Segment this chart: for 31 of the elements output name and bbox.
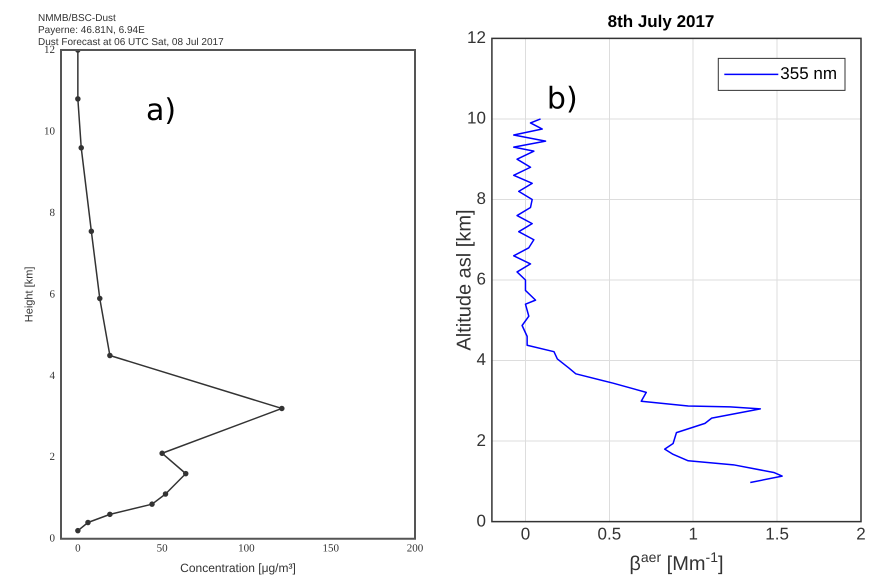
y-tick-label: 12 [44,44,55,56]
y-tick-label: 2 [50,451,55,464]
y-tick-label: 8 [50,206,56,219]
y-tick-label: 2 [476,430,486,450]
x-tick-label: 200 [406,542,424,554]
annotation: b) [546,81,578,116]
legend-label: 355 nm [780,64,837,84]
x-tick-label: 0.5 [598,524,622,544]
x-tick-label: 150 [322,542,340,554]
x-tick-label: 0 [520,524,530,544]
x-tick-label: 0 [75,542,82,554]
x-tick-label: 1 [688,524,698,544]
y-axis-title: Altitude asl [km] [454,209,476,351]
x-tick-label: 50 [156,542,168,554]
x-tick-label: 100 [238,542,256,554]
y-tick-label: 6 [476,270,486,289]
x-tick-label: 2 [856,524,866,544]
y-tick-label: 12 [466,28,486,48]
annotation: a) [146,93,176,128]
x-axis-title: Concentration [μg/m³] [180,561,296,575]
y-tick-label: 4 [476,350,486,370]
chart-title: 8th July 2017 [608,12,714,31]
y-tick-label: 10 [466,108,486,128]
y-tick-label: 8 [476,189,486,208]
y-tick-label: 4 [50,370,56,382]
x-tick-label: 1.5 [765,524,789,544]
y-axis-title: Height [km] [24,266,36,322]
chart-title: NMMB/BSC-Dust [38,12,116,24]
y-tick-label: 10 [44,125,56,138]
y-tick-label: 6 [50,288,56,300]
y-tick-label: 0 [476,511,486,530]
